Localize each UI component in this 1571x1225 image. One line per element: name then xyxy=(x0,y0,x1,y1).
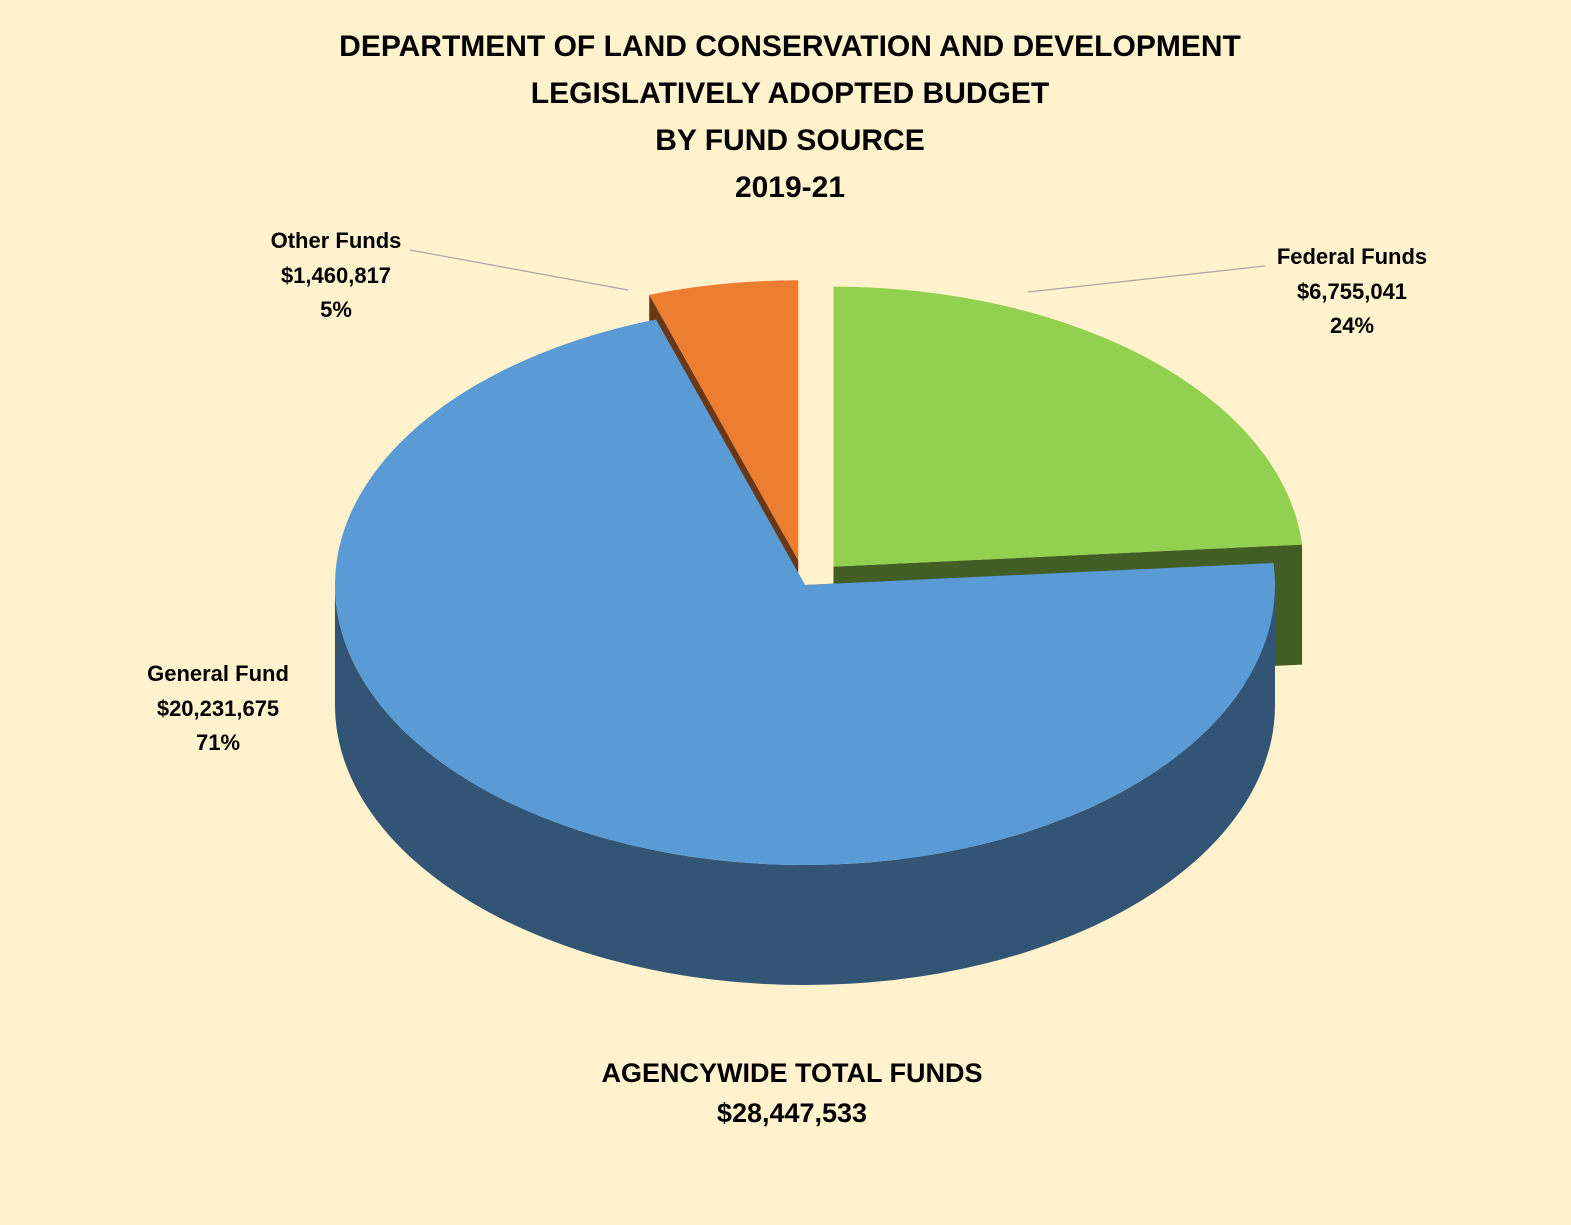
slice-label: Federal Funds xyxy=(1277,244,1427,269)
slice-label: General Fund xyxy=(147,661,289,686)
chart-title: LEGISLATIVELY ADOPTED BUDGET xyxy=(531,77,1049,110)
chart-title: 2019-21 xyxy=(735,171,845,204)
slice-value: $1,460,817 xyxy=(281,263,391,288)
leader-line xyxy=(409,249,629,291)
slice-percent: 71% xyxy=(196,730,240,755)
leader-line xyxy=(1027,265,1266,293)
slice-label: Other Funds xyxy=(271,228,402,253)
slice-top xyxy=(833,286,1303,567)
slice-percent: 5% xyxy=(320,297,352,322)
slice-value: $20,231,675 xyxy=(157,696,279,721)
slice xyxy=(335,319,1276,985)
slice-top xyxy=(335,319,1276,866)
slice-value: $6,755,041 xyxy=(1297,279,1407,304)
chart-title: DEPARTMENT OF LAND CONSERVATION AND DEVE… xyxy=(339,30,1241,63)
total-value: $28,447,533 xyxy=(717,1098,867,1128)
slice-top xyxy=(649,280,799,561)
slice-percent: 24% xyxy=(1330,313,1374,338)
slice-side xyxy=(335,585,1275,985)
total-label: AGENCYWIDE TOTAL FUNDS xyxy=(601,1058,982,1088)
chart-title: BY FUND SOURCE xyxy=(655,124,924,157)
